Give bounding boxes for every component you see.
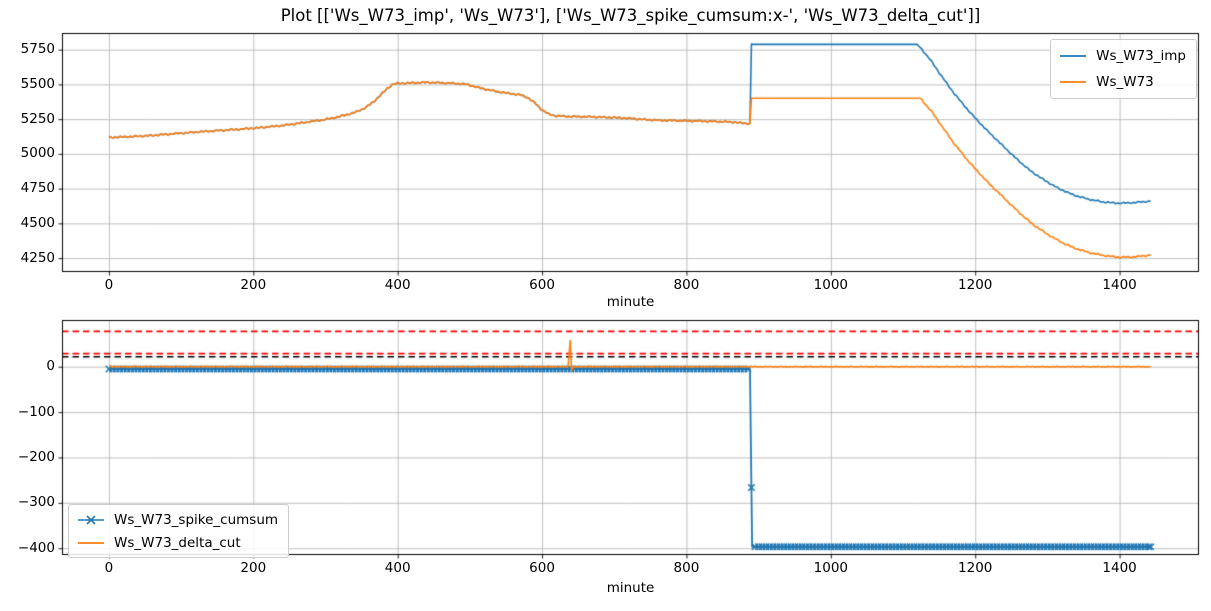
y-tick-label: −300 [17,494,55,511]
x-tick-label: 600 [529,560,555,576]
x-tick-label: 400 [384,277,411,293]
x-tick-label: 800 [673,277,700,293]
x-tick-label: 1000 [813,560,849,576]
y-tick-label: 4250 [20,249,55,266]
x-tick-label: 1200 [958,560,993,576]
y-tick-label: 4750 [20,180,55,197]
legend-entry: Ws_W73_imp [1058,43,1186,69]
y-tick-label: 4500 [20,214,55,231]
x-tick-label: 1400 [1102,277,1137,293]
x-tick-label: 600 [529,277,555,293]
y-tick-label: −200 [17,448,55,465]
line-swatch-icon [1060,81,1087,83]
top-plot-xaxis-label: minute [606,294,655,310]
x-tick-label: 400 [384,560,411,576]
legend-entry: Ws_W73_spike_cumsum [76,508,278,531]
x-tick-label: 800 [673,560,700,576]
legend-label: Ws_W73_imp [1096,48,1186,64]
figure-title: Plot [['Ws_W73_imp', 'Ws_W73'], ['Ws_W73… [280,6,981,25]
y-tick-label: 5750 [20,41,55,58]
y-tick-label: 5250 [20,110,55,127]
x-tick-label: 0 [104,560,114,576]
x-tick-label: 0 [104,277,114,293]
legend-bottom: Ws_W73_spike_cumsum Ws_W73_delta_cut [68,504,290,558]
x-tick-label: 1000 [813,277,849,293]
y-tick-label: 0 [46,358,55,375]
legend-label: Ws_W73_delta_cut [114,534,241,551]
x-tick-label: 200 [240,277,267,293]
line-swatch-icon [1060,55,1087,57]
legend-top: Ws_W73_imp Ws_W73 [1050,39,1197,99]
x-tick-label: 1200 [958,277,993,293]
y-tick-label: −100 [17,403,55,420]
legend-label: Ws_W73_spike_cumsum [114,511,279,528]
x-tick-label: 200 [240,560,267,576]
x-tick-label: 1400 [1102,560,1137,576]
y-tick-label: −400 [17,539,55,556]
x-line-swatch-icon [78,514,104,525]
line-swatch-icon [78,541,104,544]
y-tick-label: 5500 [20,75,55,92]
legend-entry: Ws_W73 [1058,69,1186,95]
y-tick-label: 5000 [20,145,55,162]
bottom-plot-xaxis-label: minute [606,580,655,596]
legend-label: Ws_W73 [1096,74,1154,90]
legend-entry: Ws_W73_delta_cut [76,531,278,554]
